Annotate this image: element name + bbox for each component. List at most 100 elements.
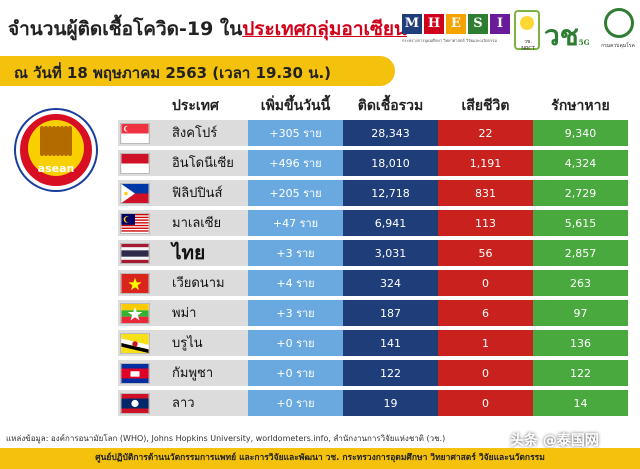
asean-logo: asean	[16, 110, 96, 190]
recovered-cell: 97	[533, 300, 628, 327]
new-cases-cell: +47 ราย	[248, 210, 343, 237]
table-row: ลาว +0 ราย 19 0 14	[118, 390, 628, 417]
country-cell: ฟิลิปปินส์	[118, 180, 248, 207]
deaths-cell: 1	[438, 330, 533, 357]
country-name: เวียดนาม	[172, 276, 225, 291]
logo-group: M H E S I กระทรวงการอุดมศึกษา วิทยาศาสตร…	[402, 6, 638, 66]
total-cell: 12,718	[343, 180, 438, 207]
table-row: บรูไน +0 ราย 141 1 136	[118, 330, 628, 357]
total-cell: 3,031	[343, 240, 438, 267]
new-cases-cell: +0 ราย	[248, 390, 343, 417]
recovered-cell: 136	[533, 330, 628, 357]
total-cell: 6,941	[343, 210, 438, 237]
moph-logo: กรมควบคุมโรค	[598, 8, 638, 52]
table-row: มาเลเซีย +47 ราย 6,941 113 5,615	[118, 210, 628, 237]
new-cases-cell: +0 ราย	[248, 330, 343, 357]
moph-label: กรมควบคุมโรค	[601, 43, 635, 49]
table-row: พม่า +3 ราย 187 6 97	[118, 300, 628, 327]
country-cell: กัมพูชา	[118, 360, 248, 387]
table-row: ฟิลิปปินส์ +205 ราย 12,718 831 2,729	[118, 180, 628, 207]
recovered-cell: 122	[533, 360, 628, 387]
country-cell: บรูไน	[118, 330, 248, 357]
header: จำนวนผู้ติดเชื้อโควิด-19 ในประเทศกลุ่มอา…	[0, 0, 640, 95]
country-name: มาเลเซีย	[172, 216, 222, 231]
total-cell: 19	[343, 390, 438, 417]
header-country: ประเทศ	[172, 98, 219, 114]
recovered-cell: 14	[533, 390, 628, 417]
mhesi-letter: E	[446, 14, 466, 34]
cambodia-flag-icon	[120, 363, 150, 384]
footer-bar: ศูนย์ปฏิบัติการด้านนวัตกรรมการแพทย์ และก…	[0, 448, 640, 469]
recovered-cell: 2,857	[533, 240, 628, 267]
page-title-highlight: ประเทศกลุ่มอาเซียน	[242, 18, 408, 40]
five-g-label: 5G	[578, 38, 590, 47]
country-name: พม่า	[172, 306, 197, 321]
mhesi-letter: I	[490, 14, 510, 34]
table-row: สิงคโปร์ +305 ราย 28,343 22 9,340	[118, 120, 628, 147]
country-name: อินโดนีเซีย	[172, 156, 234, 171]
malaysia-flag-icon	[120, 213, 150, 234]
country-cell: เวียดนาม	[118, 270, 248, 297]
recovered-cell: 263	[533, 270, 628, 297]
new-cases-cell: +205 ราย	[248, 180, 343, 207]
country-cell: อินโดนีเซีย	[118, 150, 248, 177]
total-cell: 122	[343, 360, 438, 387]
vietnam-flag-icon	[120, 273, 150, 294]
deaths-cell: 1,191	[438, 150, 533, 177]
total-cell: 187	[343, 300, 438, 327]
deaths-cell: 0	[438, 270, 533, 297]
singapore-flag-icon	[120, 123, 150, 144]
country-name: ลาว	[172, 396, 195, 411]
recovered-cell: 2,729	[533, 180, 628, 207]
country-name: สิงคโปร์	[172, 126, 218, 141]
header-recovered: รักษาหาย	[551, 98, 610, 114]
source-note: แหล่งข้อมูล: องค์การอนามัยโลก (WHO), Joh…	[6, 434, 446, 443]
deaths-cell: 6	[438, 300, 533, 327]
deaths-cell: 0	[438, 390, 533, 417]
header-total: ติดเชื้อรวม	[357, 98, 424, 114]
country-cell: ลาว	[118, 390, 248, 417]
indonesia-flag-icon	[120, 153, 150, 174]
total-cell: 28,343	[343, 120, 438, 147]
watermark: 头条 @泰国网	[510, 433, 599, 449]
deaths-cell: 113	[438, 210, 533, 237]
total-cell: 324	[343, 270, 438, 297]
country-cell: สิงคโปร์	[118, 120, 248, 147]
nrct-logo: วช. NRCT	[514, 10, 540, 52]
recovered-cell: 5,615	[533, 210, 628, 237]
mhesi-logo: M H E S I	[402, 14, 510, 34]
country-cell: พม่า	[118, 300, 248, 327]
new-cases-cell: +4 ราย	[248, 270, 343, 297]
country-cell: ไทย	[118, 240, 248, 267]
brunei-flag-icon	[120, 333, 150, 354]
moph-emblem-icon	[604, 8, 634, 38]
page-title: จำนวนผู้ติดเชื้อโควิด-19 ในประเทศกลุ่มอา…	[8, 18, 408, 40]
country-cell: มาเลเซีย	[118, 210, 248, 237]
table-row: กัมพูชา +0 ราย 122 0 122	[118, 360, 628, 387]
nrct-label: วช. NRCT	[521, 39, 535, 52]
total-cell: 141	[343, 330, 438, 357]
laos-flag-icon	[120, 393, 150, 414]
vor-chor-5g-logo: วช5G	[544, 19, 590, 52]
deaths-cell: 56	[438, 240, 533, 267]
new-cases-cell: +3 ราย	[248, 240, 343, 267]
covid-table: ประเทศ เพิ่มขึ้นวันนี้ ติดเชื้อรวม เสียช…	[118, 92, 628, 419]
mhesi-subtitle: กระทรวงการอุดมศึกษา วิทยาศาสตร์ วิจัยและ…	[402, 38, 498, 43]
asean-logo-text: asean	[37, 162, 75, 175]
mhesi-letter: M	[402, 14, 422, 34]
table-row: ไทย +3 ราย 3,031 56 2,857	[118, 240, 628, 267]
country-name: ไทย	[172, 242, 206, 264]
country-name: ฟิลิปปินส์	[172, 186, 223, 201]
mhesi-letter: S	[468, 14, 488, 34]
table-row: เวียดนาม +4 ราย 324 0 263	[118, 270, 628, 297]
deaths-cell: 0	[438, 360, 533, 387]
new-cases-cell: +305 ราย	[248, 120, 343, 147]
recovered-cell: 9,340	[533, 120, 628, 147]
total-cell: 18,010	[343, 150, 438, 177]
country-name: บรูไน	[172, 336, 203, 351]
new-cases-cell: +0 ราย	[248, 360, 343, 387]
thailand-flag-icon	[120, 243, 150, 264]
rice-stalks-icon	[40, 126, 72, 156]
new-cases-cell: +3 ราย	[248, 300, 343, 327]
deaths-cell: 831	[438, 180, 533, 207]
